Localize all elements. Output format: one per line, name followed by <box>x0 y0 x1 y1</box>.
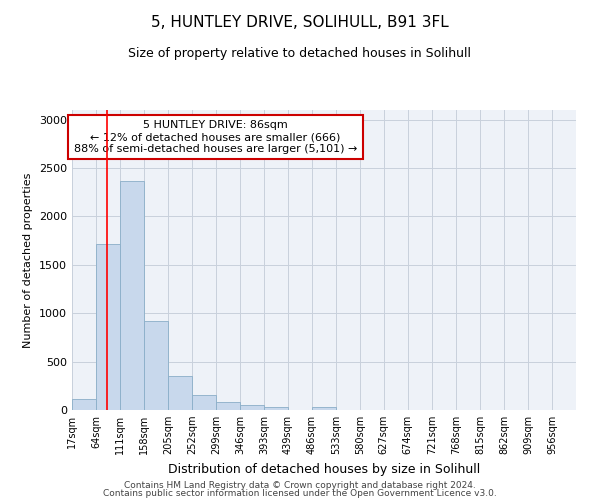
X-axis label: Distribution of detached houses by size in Solihull: Distribution of detached houses by size … <box>168 462 480 475</box>
Text: Size of property relative to detached houses in Solihull: Size of property relative to detached ho… <box>128 48 472 60</box>
Bar <box>168 376 192 410</box>
Bar <box>264 406 288 410</box>
Bar <box>96 244 120 410</box>
Bar <box>192 395 216 410</box>
Text: 5 HUNTLEY DRIVE: 86sqm
← 12% of detached houses are smaller (666)
88% of semi-de: 5 HUNTLEY DRIVE: 86sqm ← 12% of detached… <box>74 120 358 154</box>
Bar <box>240 404 264 410</box>
Bar <box>312 407 336 410</box>
Bar <box>216 402 240 410</box>
Bar <box>144 321 168 410</box>
Text: 5, HUNTLEY DRIVE, SOLIHULL, B91 3FL: 5, HUNTLEY DRIVE, SOLIHULL, B91 3FL <box>151 15 449 30</box>
Bar <box>120 180 144 410</box>
Text: Contains HM Land Registry data © Crown copyright and database right 2024.: Contains HM Land Registry data © Crown c… <box>124 480 476 490</box>
Text: Contains public sector information licensed under the Open Government Licence v3: Contains public sector information licen… <box>103 489 497 498</box>
Y-axis label: Number of detached properties: Number of detached properties <box>23 172 34 348</box>
Bar <box>72 399 96 410</box>
